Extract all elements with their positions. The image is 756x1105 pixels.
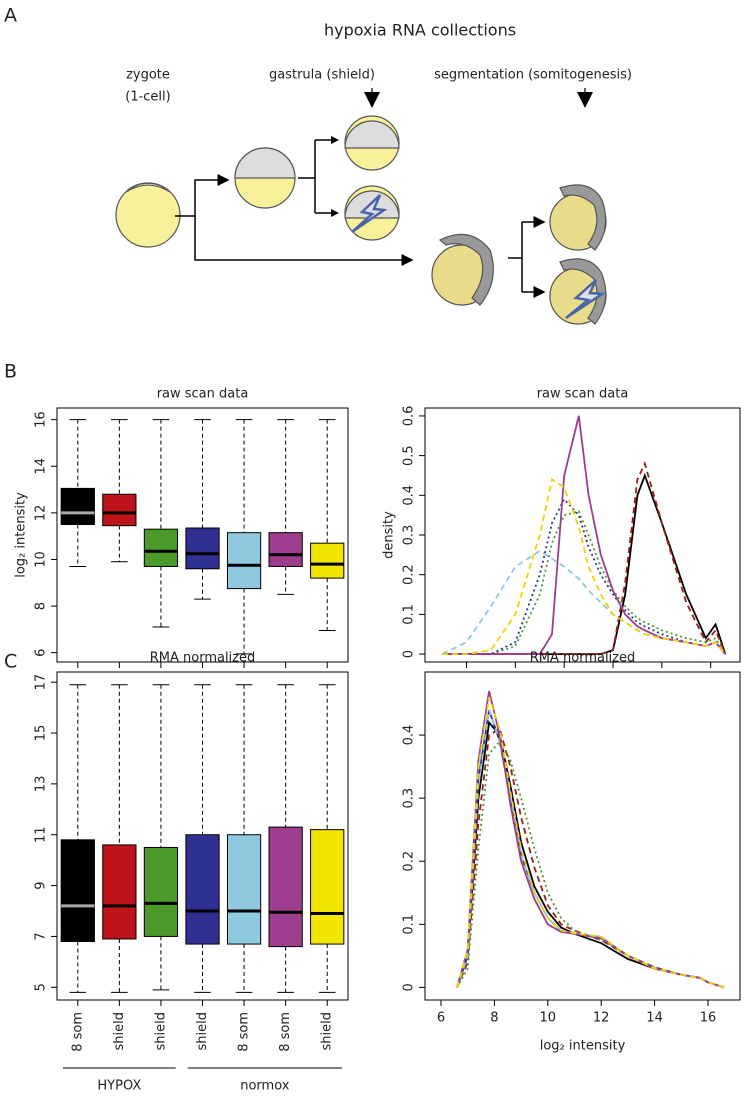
y-tick-label: 0.4 — [402, 485, 417, 506]
density-line — [441, 549, 726, 655]
y-axis-label: log₂ intensity — [14, 492, 29, 578]
density-line — [442, 510, 727, 655]
x-tick-label: 8 som — [278, 1012, 293, 1052]
panel-label: B — [4, 361, 17, 383]
x-axis-label: log₂ intensity — [540, 1039, 626, 1054]
y-tick-label: 0.3 — [402, 788, 417, 809]
box — [102, 493, 137, 527]
chart-title: RMA normalized — [150, 651, 256, 666]
chart-title: raw scan data — [157, 387, 249, 402]
box — [268, 532, 303, 567]
y-axis-label: density — [382, 511, 397, 559]
y-tick-label: 0.1 — [402, 914, 417, 935]
density-line — [456, 739, 725, 989]
box — [60, 487, 95, 526]
density-line — [456, 720, 725, 989]
density-line — [442, 497, 726, 655]
density-line — [456, 709, 725, 989]
box — [185, 527, 220, 570]
box — [143, 528, 179, 567]
y-tick-label: 0 — [402, 650, 417, 658]
y-tick-label: 0.2 — [402, 564, 417, 585]
x-tick-label: shield — [153, 1012, 168, 1051]
x-tick-label: 8 som — [237, 1012, 252, 1052]
panel-label: C — [4, 651, 17, 673]
y-tick-label: 10 — [34, 551, 49, 568]
density-line — [442, 415, 726, 655]
stage-label: (1-cell) — [125, 90, 170, 105]
x-tick-label: 8 — [490, 1011, 498, 1026]
box — [226, 834, 262, 945]
box — [185, 834, 220, 945]
chart-title: RMA normalized — [530, 651, 636, 666]
y-tick-label: 0.6 — [402, 406, 417, 427]
x-tick-label: shield — [195, 1012, 210, 1051]
y-tick-label: 0.5 — [402, 445, 417, 466]
y-tick-label: 11 — [34, 826, 49, 843]
y-tick-label: 9 — [34, 881, 49, 889]
plot-frame — [424, 671, 741, 1001]
y-tick-label: 5 — [34, 983, 49, 991]
y-tick-label: 13 — [34, 776, 49, 793]
x-tick-label: 8 som — [70, 1012, 85, 1052]
stage-label: gastrula (shield) — [269, 68, 375, 83]
density-line — [456, 709, 725, 989]
box — [268, 826, 303, 948]
density-line — [456, 727, 725, 989]
y-tick-label: 16 — [34, 411, 49, 428]
y-tick-label: 12 — [34, 505, 49, 522]
y-tick-label: 0 — [402, 983, 417, 991]
density-line — [442, 477, 726, 655]
y-tick-label: 15 — [34, 725, 49, 742]
x-tick-label: 12 — [593, 1011, 610, 1026]
y-tick-label: 0.4 — [402, 725, 417, 746]
x-tick-label: shield — [320, 1012, 335, 1051]
x-tick-label: 14 — [646, 1011, 663, 1026]
y-tick-label: 14 — [34, 458, 49, 475]
box — [143, 846, 179, 937]
stage-label: segmentation (somitogenesis) — [434, 68, 632, 83]
group-label: HYPOX — [97, 1079, 141, 1094]
box — [60, 839, 95, 943]
box — [226, 532, 262, 590]
box — [310, 829, 345, 945]
group-label: normox — [240, 1079, 290, 1094]
x-tick-label: shield — [112, 1012, 127, 1051]
y-tick-label: 0.2 — [402, 851, 417, 872]
y-tick-label: 0.3 — [402, 525, 417, 546]
density-line — [442, 461, 727, 655]
y-tick-label: 0.1 — [402, 604, 417, 625]
x-tick-label: 16 — [700, 1011, 717, 1026]
diagram — [115, 88, 607, 325]
density-line — [442, 472, 727, 655]
x-tick-label: 6 — [437, 1011, 445, 1026]
box — [310, 542, 345, 579]
y-tick-label: 6 — [34, 649, 49, 657]
panel-label: A — [4, 5, 17, 27]
x-tick-label: 10 — [540, 1011, 557, 1026]
y-tick-label: 17 — [34, 674, 49, 691]
box — [102, 844, 137, 940]
density-line — [456, 696, 725, 989]
chart-title: raw scan data — [537, 387, 629, 402]
y-tick-label: 7 — [34, 932, 49, 940]
y-tick-label: 8 — [34, 602, 49, 610]
stage-label: zygote — [126, 68, 170, 83]
diagram-title: hypoxia RNA collections — [324, 21, 516, 40]
